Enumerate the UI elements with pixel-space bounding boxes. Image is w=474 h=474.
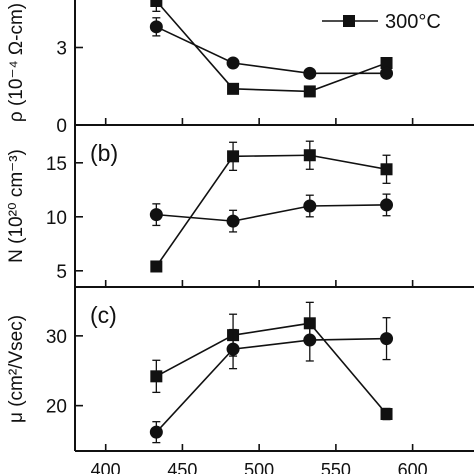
x-tick-label: 450 [167,460,197,474]
data-point-square [380,163,393,176]
y-tick-label: 20 [46,397,67,418]
data-point-square [227,150,240,163]
series-circle [149,193,394,233]
data-point-square [380,57,393,69]
data-point-circle [380,66,394,80]
series-square [150,140,393,273]
data-point-circle [149,208,163,222]
series-line [156,204,387,222]
panel-a: 036ρ (10⁻⁴ Ω-cm)300°C [6,0,474,137]
data-point-circle [303,333,317,347]
data-point-circle [149,425,163,439]
y-tick-label: 10 [46,208,67,229]
series-square [150,301,393,421]
data-point-square [227,82,240,95]
data-point-circle [380,332,394,346]
data-point-square [150,0,163,7]
data-point-square [380,408,393,421]
y-tick-label: 0 [56,116,67,137]
series-square [150,0,393,98]
panel-label: (c) [90,302,117,328]
panel-c: 20 30 400 450 500 550 600 μ (cm²/Vsec) (c) [6,287,474,474]
y-axis-title: μ (cm²/Vsec) [6,315,27,423]
data-point-square [303,149,316,162]
series-line [155,322,388,415]
data-point-circle [303,66,317,80]
y-tick-label: 5 [56,262,67,283]
data-point-square [150,370,163,383]
x-tick-label: 550 [321,460,351,474]
legend: 300°C [322,11,441,33]
data-point-circle [226,56,240,70]
y-tick-label: 30 [46,327,67,348]
y-tick-label: 15 [46,154,67,175]
data-point-square [150,260,163,273]
x-tick-label: 500 [244,460,274,474]
data-point-square [303,85,316,98]
series-line [155,154,387,267]
panel-label: (b) [90,140,118,166]
data-point-circle [149,20,163,34]
x-tick-label: 600 [398,460,428,474]
legend-label: 300°C [385,11,441,33]
data-point-circle [226,342,240,356]
series-line [155,0,387,93]
series-circle [149,317,394,444]
series-circle [149,17,394,80]
y-axis-title: ρ (10⁻⁴ Ω-cm) [6,3,27,122]
data-point-circle [303,199,317,213]
x-tick-label: 400 [91,460,121,474]
legend-marker-square [343,15,355,27]
y-axis-title: N (10²⁰ cm⁻³) [6,149,27,263]
y-tick-label: 3 [56,39,67,60]
series-line [155,26,387,75]
data-point-circle [380,198,394,212]
panel-b: 5 10 15 N (10²⁰ cm⁻³) (b) [6,125,474,288]
series-line [155,337,387,433]
data-point-circle [226,214,240,228]
